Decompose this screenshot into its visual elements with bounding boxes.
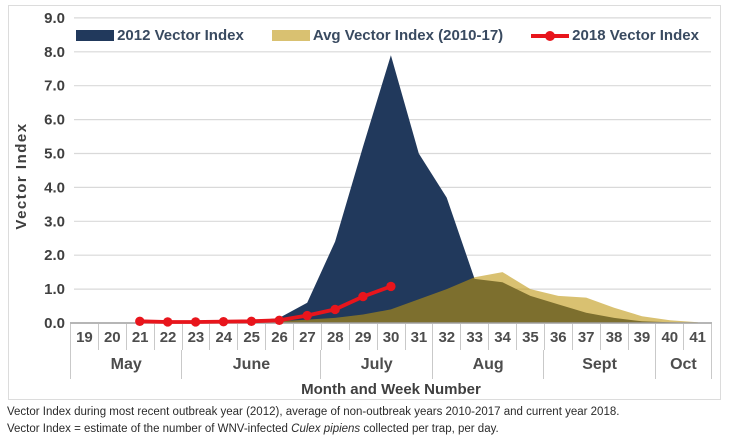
week-cell: 38 [601,324,629,350]
month-cell: May [70,350,183,379]
legend-item-2018: 2018 Vector Index [531,27,699,44]
chart-box: 0.0 1.0 2.0 3.0 4.0 5.0 6.0 7.0 8.0 9.0 Vector In… [8,5,721,400]
x-axis-title: Month and Week Number [301,381,481,398]
week-cell: 41 [684,324,713,350]
line-2018 [137,284,393,324]
week-cell: 34 [489,324,517,350]
marker-2018 [163,317,173,327]
footnotes: Vector Index during most recent outbreak… [7,404,727,438]
week-cell: 39 [629,324,657,350]
week-cell: 25 [238,324,267,350]
week-cell: 20 [99,324,127,350]
marker-2018 [274,315,284,325]
legend-item-2012: 2012 Vector Index [76,27,244,44]
y-axis-title: Vector Index [13,122,30,230]
footnote-2: Vector Index = estimate of the number of… [7,423,499,435]
marker-2018 [386,281,396,292]
week-cell: 40 [656,324,685,350]
week-cell: 27 [294,324,322,350]
week-cell: 31 [406,324,434,350]
marker-2018 [190,317,201,327]
week-cell: 33 [461,324,490,350]
week-cell: 24 [210,324,239,350]
marker-2018 [330,304,340,315]
plot-svg: 0.0 1.0 2.0 3.0 4.0 5.0 6.0 7.0 8.0 9.0 [44,10,712,332]
week-cell: 36 [545,324,573,350]
week-cell: 29 [350,324,378,350]
week-cell: 35 [517,324,545,350]
legend-swatch-avg [271,30,310,41]
week-cell: 19 [70,324,99,350]
week-cell: 22 [155,324,183,350]
footnote-species-italic: Culex pipiens [291,423,361,435]
y-tick-label: 8.0 [44,44,65,61]
month-cell: Oct [656,350,713,379]
y-tick-label: 4.0 [44,179,65,196]
legend-marker-2018-icon [545,30,556,41]
y-tick-label: 9.0 [44,10,65,27]
legend-item-avg: Avg Vector Index (2010-17) [271,27,504,44]
month-row: May June July Aug Sept Oct [70,350,713,379]
week-cell: 23 [183,324,211,350]
legend-swatch-2012 [76,30,115,41]
legend-label-2012: 2012 Vector Index [117,27,244,44]
week-cell: 32 [433,324,462,350]
month-cell: June [182,350,322,379]
marker-2018 [135,316,145,327]
legend: 2012 Vector Index Avg Vector Index (2010… [65,27,710,44]
marker-2018 [218,316,229,327]
area-2012 [84,55,698,323]
y-tick-label: 0.0 [44,315,65,332]
marker-2018 [302,310,312,321]
legend-label-avg: Avg Vector Index (2010-17) [312,27,504,44]
week-cell: 30 [378,324,406,350]
week-row: 19 20 21 22 23 24 25 26 27 28 29 30 31 32 33 34 35 36 37 38… [70,324,713,350]
y-tick-label: 5.0 [44,146,65,163]
week-cell: 21 [127,324,155,350]
week-cell: 37 [573,324,601,350]
footnote-1: Vector Index during most recent outbreak… [7,406,620,418]
month-cell: Aug [433,350,545,379]
y-tick-label: 6.0 [44,112,65,129]
week-cell: 26 [266,324,294,350]
week-cell: 28 [322,324,350,350]
legend-swatch-2018 [531,30,570,41]
y-tick-label: 7.0 [44,78,65,95]
y-tick-label: 1.0 [44,281,65,298]
marker-2018 [358,291,368,302]
marker-2018 [246,316,257,327]
month-cell: Sept [544,350,656,379]
y-tick-label: 2.0 [44,247,65,264]
month-cell: July [321,350,433,379]
area-avg-2010-17 [84,272,698,323]
legend-label-2018: 2018 Vector Index [572,27,699,44]
y-tick-label: 3.0 [44,213,65,230]
